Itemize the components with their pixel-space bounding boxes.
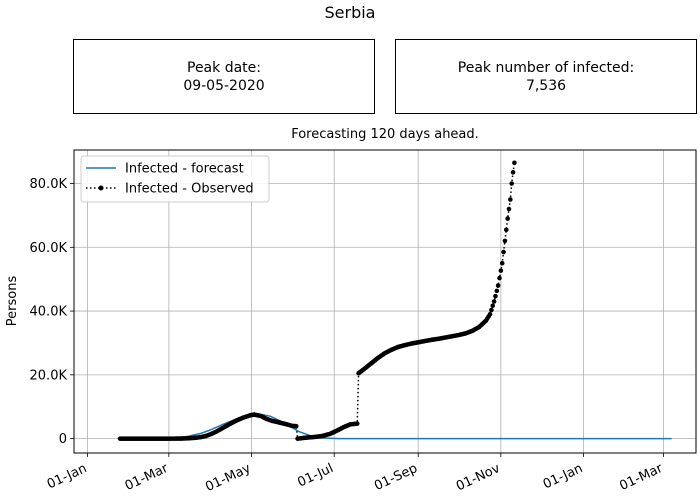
y-tick-label: 0: [59, 432, 67, 447]
observed-point: [505, 216, 510, 221]
observed-point: [497, 275, 502, 281]
observed-point: [495, 283, 501, 288]
peak-number-value: 7,536: [525, 77, 567, 94]
figure-title: Serbia: [324, 3, 376, 22]
observed-point: [491, 299, 497, 304]
observed-point: [503, 227, 509, 233]
x-tick-label: 01-May: [203, 461, 253, 495]
observed-point: [508, 197, 513, 202]
legend-frame: [80, 155, 270, 203]
observed-point: [293, 423, 299, 429]
observed-point: [493, 293, 498, 299]
observed-point: [499, 260, 505, 266]
x-tick-label: 01-Jan: [45, 461, 89, 492]
observed-series-line: [120, 162, 516, 440]
observed-point: [506, 206, 512, 212]
observed-point: [512, 160, 517, 166]
legend-observed-marker: [98, 185, 104, 191]
peak-date-box: Peak date: 09-05-2020: [73, 39, 375, 114]
peak-date-label: Peak date:: [187, 59, 261, 76]
observed-point: [489, 307, 494, 313]
legend-forecast-label: Infected - forecast: [125, 162, 244, 177]
x-tick-label: 01-Mar: [617, 461, 665, 494]
chart-title: Forecasting 120 days ahead.: [291, 127, 479, 142]
observed-point: [490, 303, 496, 309]
observed-point: [354, 421, 360, 426]
x-tick-label: 01-Mar: [123, 461, 171, 494]
observed-point: [502, 238, 508, 244]
observed-point: [510, 170, 516, 175]
y-axis-label: Persons: [5, 276, 20, 327]
axes-frame: [73, 149, 697, 454]
observed-point: [498, 268, 504, 273]
peak-number-box: Peak number of infected: 7,536: [395, 39, 697, 114]
peak-number-label: Peak number of infected:: [457, 59, 635, 76]
y-tick-label: 20.0K: [30, 368, 68, 383]
observed-point: [487, 311, 493, 317]
legend-observed-label: Infected - Observed: [125, 182, 254, 197]
observed-point: [494, 288, 500, 294]
x-tick-label: 01-Nov: [454, 461, 503, 494]
observed-point: [509, 181, 514, 186]
y-tick-label: 80.0K: [30, 177, 68, 192]
legend: Infected - forecast Infected - Observed: [80, 155, 270, 203]
peak-date-value: 09-05-2020: [183, 77, 265, 94]
x-tick-label: 01-Jul: [295, 461, 335, 491]
x-tick-label: 01-Sep: [372, 461, 420, 494]
observed-point: [501, 249, 506, 255]
x-tick-label: 01-Jan: [541, 461, 585, 492]
y-tick-label: 60.0K: [30, 241, 68, 256]
y-tick-label: 40.0K: [30, 305, 68, 320]
series-layer: [117, 160, 672, 441]
ticks: 01-Jan 01-Mar 01-May 01-Jul 01-Sep 01-Nov 01-J…: [30, 177, 666, 495]
